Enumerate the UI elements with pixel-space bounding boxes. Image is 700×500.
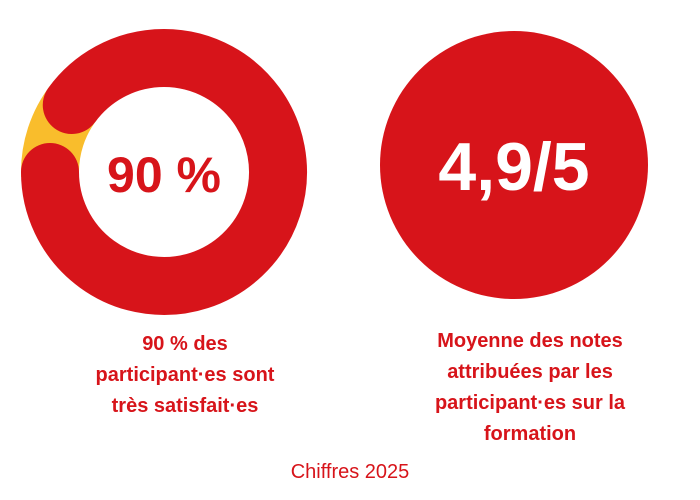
donut-satisfied-segment (21, 29, 307, 315)
satisfaction-donut: 90 % (21, 29, 307, 315)
donut-center-label: 90 % (107, 147, 221, 203)
rating-caption-line: Moyenne des notes (437, 330, 623, 352)
rating-caption: Moyenne des notes attribuées par les par… (385, 326, 675, 450)
rating-caption-line: participant·es sur la (434, 392, 626, 414)
rating-circle (380, 31, 648, 299)
donut-caption: 90 % des participant·es sont très satisf… (50, 329, 320, 422)
donut-caption-line: 90 % des (142, 333, 228, 355)
rating-badge: 4,9/5 (380, 31, 648, 299)
rating-caption-line: attribuées par les (447, 361, 613, 383)
donut-caption-line: très satisfait·es (111, 395, 259, 417)
donut-caption-line: participant·es sont (95, 364, 275, 386)
footer-note: Chiffres 2025 (290, 461, 410, 483)
rating-center-label: 4,9/5 (438, 129, 589, 205)
rating-caption-line: formation (483, 423, 577, 445)
